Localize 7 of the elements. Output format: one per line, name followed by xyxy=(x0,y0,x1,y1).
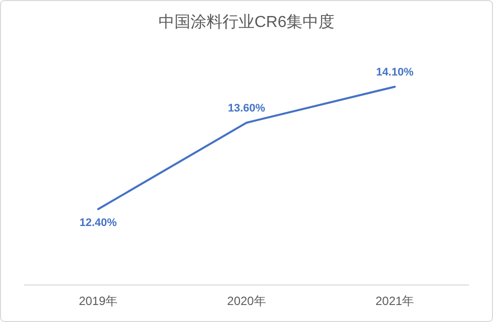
data-label: 12.40% xyxy=(80,217,118,230)
x-tick-label: 2020年 xyxy=(227,294,266,308)
data-label: 14.10% xyxy=(376,66,414,79)
chart-title: 中国涂料行业CR6集中度 xyxy=(158,13,335,31)
x-tick-label: 2019年 xyxy=(78,294,118,308)
x-tick-label: 2021年 xyxy=(375,294,414,308)
data-label: 13.60% xyxy=(228,102,266,115)
